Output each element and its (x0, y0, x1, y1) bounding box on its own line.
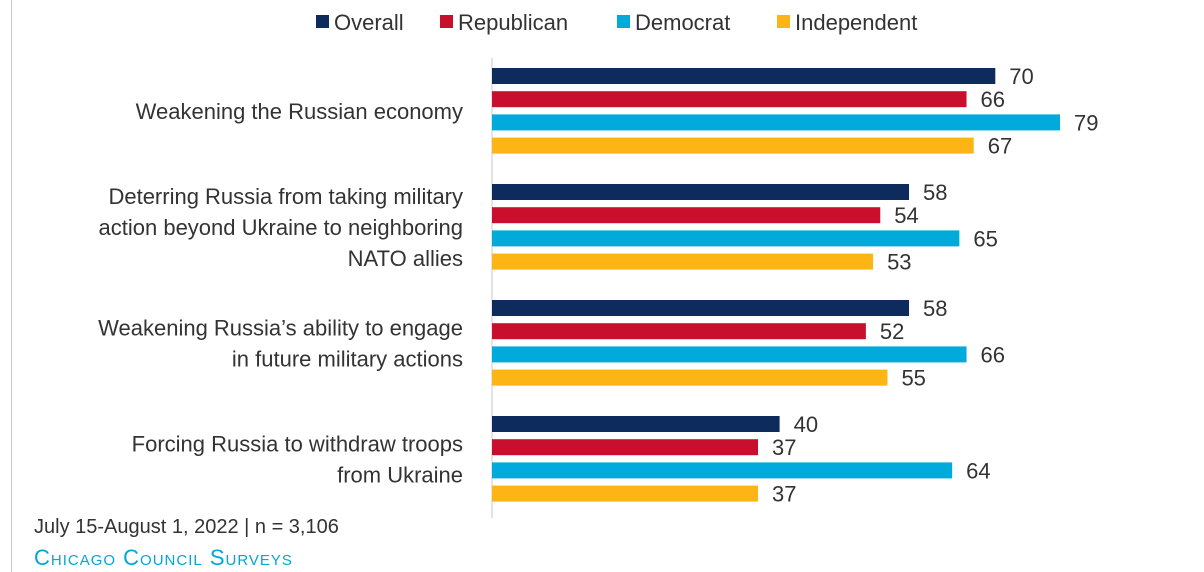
bar-democrat (492, 230, 960, 247)
legend-swatch-democrat (617, 15, 630, 28)
data-label-independent: 37 (772, 482, 796, 507)
legend-label-democrat: Democrat (635, 10, 730, 35)
survey-note: July 15-August 1, 2022 | n = 3,106 (34, 516, 339, 538)
category-label-line: Weakening the Russian economy (136, 99, 463, 124)
data-label-independent: 53 (887, 250, 911, 275)
bar-overall (492, 68, 996, 84)
category-label-line: from Ukraine (337, 462, 463, 487)
bar-overall (492, 184, 910, 200)
data-label-overall: 58 (923, 180, 947, 205)
category-label-line: Weakening Russia’s ability to engage (98, 315, 463, 340)
data-label-independent: 55 (901, 366, 925, 391)
bar-independent (492, 369, 888, 386)
source-brand: Chicago Council Surveys (34, 545, 293, 570)
bar-independent (492, 485, 759, 502)
bar-democrat (492, 462, 953, 479)
category-label: Weakening Russia’s ability to engage in f… (98, 315, 463, 371)
bar-republican (492, 323, 866, 340)
left-border (11, 0, 12, 572)
bar-overall (492, 300, 910, 316)
legend-label-independent: Independent (795, 10, 917, 35)
bar-republican (492, 207, 881, 224)
category-label: Forcing Russia to withdraw troops from Uk… (132, 431, 463, 487)
data-label-democrat: 66 (981, 342, 1005, 367)
category-label: Weakening the Russian economy (136, 99, 463, 124)
data-label-republican: 52 (880, 319, 904, 344)
bar-republican (492, 439, 759, 456)
bar-overall (492, 416, 780, 432)
bar-independent (492, 137, 974, 154)
category-label-line: action beyond Ukraine to neighboring (99, 215, 463, 240)
legend: Overall Republican Democrat Independent (316, 10, 917, 35)
category-label-line: Deterring Russia from taking military (108, 184, 463, 209)
legend-label-republican: Republican (458, 10, 568, 35)
bar-independent (492, 253, 874, 270)
category-label-line: in future military actions (232, 346, 463, 371)
data-label-democrat: 64 (966, 458, 990, 483)
data-label-overall: 70 (1009, 64, 1033, 89)
data-label-republican: 37 (772, 435, 796, 460)
legend-label-overall: Overall (334, 10, 404, 35)
bar-democrat (492, 346, 967, 363)
data-label-republican: 66 (981, 87, 1005, 112)
category-label-line: Forcing Russia to withdraw troops (132, 431, 463, 456)
data-label-republican: 54 (894, 203, 918, 228)
data-label-independent: 67 (988, 134, 1012, 159)
data-label-overall: 58 (923, 296, 947, 321)
legend-swatch-independent (777, 15, 790, 28)
bar-democrat (492, 114, 1061, 131)
data-label-democrat: 65 (973, 226, 997, 251)
category-label: Deterring Russia from taking military act… (99, 184, 463, 271)
data-label-democrat: 79 (1074, 110, 1098, 135)
data-label-overall: 40 (794, 412, 818, 437)
category-label-line: NATO allies (348, 246, 463, 271)
legend-swatch-overall (316, 15, 329, 28)
legend-swatch-republican (440, 15, 453, 28)
bar-republican (492, 91, 967, 108)
